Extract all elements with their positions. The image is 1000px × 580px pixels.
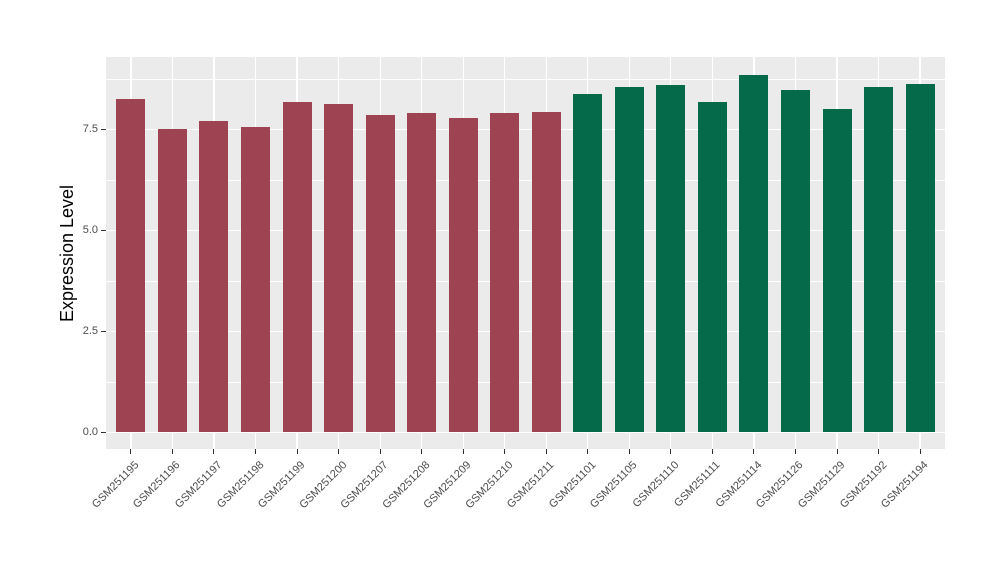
bar-GSM251199 bbox=[282, 102, 312, 433]
gridline-major-y bbox=[106, 330, 945, 333]
bar-GSM251195 bbox=[116, 99, 146, 433]
x-axis-tick bbox=[504, 449, 506, 454]
x-tick-label-GSM251194: GSM251194 bbox=[878, 459, 931, 511]
x-axis-tick bbox=[794, 449, 796, 454]
x-axis-tick bbox=[171, 449, 173, 454]
bar-GSM251126 bbox=[780, 90, 810, 433]
bar-GSM251211 bbox=[531, 111, 561, 433]
x-axis-tick bbox=[878, 449, 880, 454]
bar-GSM251208 bbox=[407, 112, 437, 433]
y-axis-title-text: Expression Level bbox=[57, 184, 78, 322]
bar-GSM251111 bbox=[697, 102, 727, 433]
gridline-minor-y bbox=[106, 381, 945, 383]
y-axis-tick bbox=[101, 432, 106, 433]
x-axis-tick bbox=[421, 449, 423, 454]
x-axis-tick bbox=[338, 449, 340, 454]
y-axis-tick bbox=[101, 230, 106, 231]
gridline-minor-y bbox=[106, 179, 945, 181]
x-axis-tick bbox=[213, 449, 215, 454]
bar-GSM251198 bbox=[241, 126, 271, 433]
bar-GSM251209 bbox=[448, 118, 478, 433]
gridline-minor-y bbox=[106, 280, 945, 282]
y-tick-label: 7.5 bbox=[82, 123, 98, 135]
bar-GSM251114 bbox=[739, 74, 769, 433]
y-axis-title: Expression Level bbox=[55, 57, 81, 449]
x-axis-tick bbox=[711, 449, 713, 454]
bar-GSM251101 bbox=[573, 93, 603, 433]
y-tick-label: 0.0 bbox=[82, 426, 98, 438]
bar-GSM251200 bbox=[324, 104, 354, 433]
x-axis-tick bbox=[919, 449, 921, 454]
bar-GSM251110 bbox=[656, 85, 686, 433]
y-axis-tick bbox=[101, 129, 106, 130]
plot-panel bbox=[106, 57, 945, 449]
x-axis-tick bbox=[628, 449, 630, 454]
gridline-minor-y bbox=[106, 78, 945, 80]
bar-GSM251105 bbox=[614, 87, 644, 433]
x-axis-tick bbox=[379, 449, 381, 454]
bar-GSM251196 bbox=[157, 128, 187, 433]
x-axis-tick bbox=[587, 449, 589, 454]
x-axis-tick bbox=[545, 449, 547, 454]
y-tick-label: 5.0 bbox=[82, 224, 98, 236]
x-axis-tick bbox=[296, 449, 298, 454]
gridline-major-y bbox=[106, 128, 945, 131]
y-axis-tick bbox=[101, 331, 106, 332]
x-axis-tick bbox=[753, 449, 755, 454]
bar-GSM251210 bbox=[490, 112, 520, 433]
bar-GSM251129 bbox=[822, 108, 852, 433]
x-axis-tick bbox=[130, 449, 132, 454]
x-axis-tick bbox=[462, 449, 464, 454]
bar-GSM251192 bbox=[864, 86, 894, 433]
x-axis-tick bbox=[836, 449, 838, 454]
gridline-major-y bbox=[106, 431, 945, 434]
x-axis-tick bbox=[670, 449, 672, 454]
bar-GSM251194 bbox=[905, 83, 935, 433]
y-tick-label: 2.5 bbox=[82, 325, 98, 337]
x-axis-tick bbox=[255, 449, 257, 454]
bar-GSM251197 bbox=[199, 121, 229, 433]
gridline-major-y bbox=[106, 229, 945, 232]
bar-GSM251207 bbox=[365, 115, 395, 433]
